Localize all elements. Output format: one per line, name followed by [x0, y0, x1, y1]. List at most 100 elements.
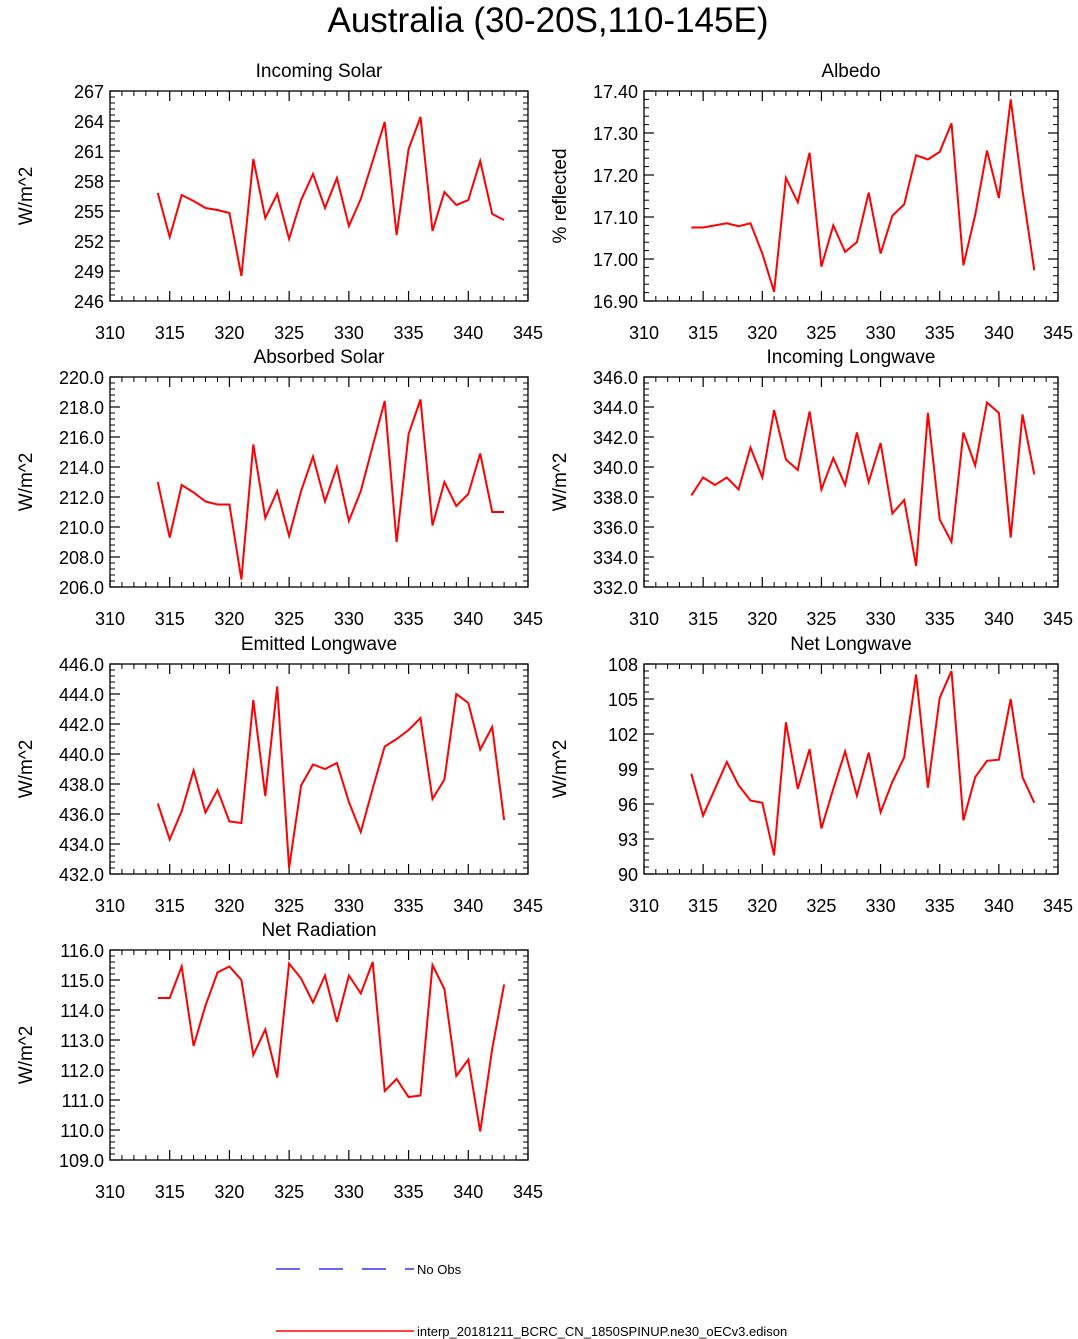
x-tick-label: 335: [925, 609, 955, 629]
x-tick-label: 320: [747, 609, 777, 629]
y-tick-label: 342.0: [593, 428, 638, 448]
y-tick-label: 99: [618, 760, 638, 780]
x-tick-label: 310: [629, 323, 659, 343]
x-tick-label: 315: [688, 896, 718, 916]
x-tick-label: 340: [984, 323, 1014, 343]
panel-title: Albedo: [821, 61, 880, 82]
y-tick-label: 16.90: [593, 292, 638, 312]
panel-emitted-longwave: Emitted Longwave W/m^2 310 315 320 325 330 335 3…: [16, 634, 543, 916]
x-tick-label: 315: [155, 896, 185, 916]
y-tick-label: 334.0: [593, 548, 638, 568]
y-tick-label: 102: [608, 725, 638, 745]
y-tick-label: 432.0: [59, 865, 104, 885]
y-tick-label: 212.0: [59, 488, 104, 508]
y-tick-label: 446.0: [59, 655, 104, 675]
legend-model-label: interp_20181211_BCRC_CN_1850SPINUP.ne30_…: [417, 1324, 787, 1339]
y-tick-label: 249: [74, 262, 104, 282]
x-tick-label: 320: [214, 896, 244, 916]
y-tick-label: 17.40: [593, 82, 638, 102]
panel-title: Emitted Longwave: [241, 634, 397, 655]
x-tick-label: 325: [274, 1182, 304, 1202]
y-tick-label: 90: [618, 865, 638, 885]
x-tick-label: 340: [453, 1182, 483, 1202]
x-tick-label: 310: [95, 609, 125, 629]
x-tick-label: 345: [513, 609, 543, 629]
y-tick-label: 93: [618, 830, 638, 850]
x-tick-label: 320: [214, 1182, 244, 1202]
x-tick-label: 345: [1043, 609, 1073, 629]
series-line: [156, 116, 505, 277]
panel-incoming-solar: Incoming Solar W/m^2 310 315 320 325 330 335 340…: [16, 61, 543, 343]
y-tick-label: 112.0: [60, 1061, 104, 1081]
y-tick-label: 332.0: [593, 578, 638, 598]
legend-obs-label: No Obs: [417, 1262, 462, 1277]
x-tick-label: 325: [274, 323, 304, 343]
y-tick-label: 346.0: [593, 368, 638, 388]
y-tick-label: 17.30: [593, 124, 638, 144]
x-tick-label: 340: [453, 896, 483, 916]
y-tick-label: 96: [618, 795, 638, 815]
y-axis-label: % reflected: [550, 148, 571, 243]
y-tick-label: 438.0: [59, 775, 104, 795]
plot-frame: [643, 90, 1059, 302]
series-line: [156, 399, 505, 580]
x-tick-label: 315: [688, 323, 718, 343]
x-tick-label: 345: [513, 323, 543, 343]
plot-frame: [109, 376, 529, 588]
panel-net-radiation: Net Radiation W/m^2 310 315 320 325 330 335 340 3…: [16, 920, 543, 1202]
y-tick-label: 267: [74, 82, 104, 102]
y-tick-label: 252: [74, 232, 104, 252]
plot-frame: [109, 949, 529, 1161]
x-tick-label: 335: [925, 323, 955, 343]
y-axis-label: W/m^2: [16, 1026, 37, 1085]
plot-frame: [643, 663, 1059, 875]
x-tick-label: 340: [984, 896, 1014, 916]
plot-frame: [643, 376, 1059, 588]
y-tick-label: 255: [74, 202, 104, 222]
x-tick-label: 315: [155, 1182, 185, 1202]
x-tick-label: 310: [95, 323, 125, 343]
x-tick-label: 320: [747, 896, 777, 916]
panel-title: Absorbed Solar: [254, 347, 386, 368]
x-tick-label: 315: [155, 609, 185, 629]
x-tick-label: 330: [334, 609, 364, 629]
x-tick-label: 310: [95, 1182, 125, 1202]
y-tick-label: 340.0: [593, 458, 638, 478]
y-tick-label: 114.0: [60, 1001, 104, 1021]
x-tick-label: 325: [806, 896, 836, 916]
x-tick-label: 320: [214, 609, 244, 629]
x-tick-label: 340: [984, 609, 1014, 629]
x-tick-label: 335: [394, 1182, 424, 1202]
y-tick-label: 436.0: [59, 805, 104, 825]
x-tick-label: 325: [274, 609, 304, 629]
x-tick-label: 315: [688, 609, 718, 629]
chart-panels: Incoming Solar W/m^2 310 315 320 325 330 335 340…: [16, 61, 1073, 1202]
x-tick-label: 315: [155, 323, 185, 343]
x-tick-label: 325: [274, 896, 304, 916]
y-tick-label: 336.0: [593, 518, 638, 538]
x-tick-label: 335: [394, 609, 424, 629]
y-tick-label: 434.0: [59, 835, 104, 855]
panel-title: Incoming Solar: [256, 61, 383, 82]
y-tick-label: 218.0: [59, 398, 104, 418]
panel-title: Net Radiation: [261, 920, 376, 941]
x-tick-label: 345: [1043, 323, 1073, 343]
panel-incoming-longwave: Incoming Longwave W/m^2 310 315 320 325 330 335…: [550, 347, 1073, 629]
y-axis-label: W/m^2: [16, 740, 37, 799]
y-tick-label: 220.0: [59, 368, 104, 388]
x-tick-label: 340: [453, 609, 483, 629]
x-tick-label: 345: [1043, 896, 1073, 916]
x-tick-label: 345: [513, 896, 543, 916]
x-tick-label: 320: [747, 323, 777, 343]
y-tick-label: 444.0: [59, 685, 104, 705]
plot-frame: [109, 90, 529, 302]
panel-net-longwave: Net Longwave W/m^2 310 315 320 325 330 335 340 34…: [550, 634, 1073, 916]
y-tick-label: 261: [74, 142, 104, 162]
panel-absorbed-solar: Absorbed Solar W/m^2 310 315 320 325 330 335 340…: [16, 347, 543, 629]
y-tick-label: 113.0: [60, 1031, 104, 1051]
y-tick-label: 344.0: [593, 398, 638, 418]
series-line: [690, 670, 1036, 856]
y-axis-label: W/m^2: [16, 453, 37, 512]
y-tick-label: 440.0: [59, 745, 104, 765]
x-tick-label: 310: [629, 896, 659, 916]
